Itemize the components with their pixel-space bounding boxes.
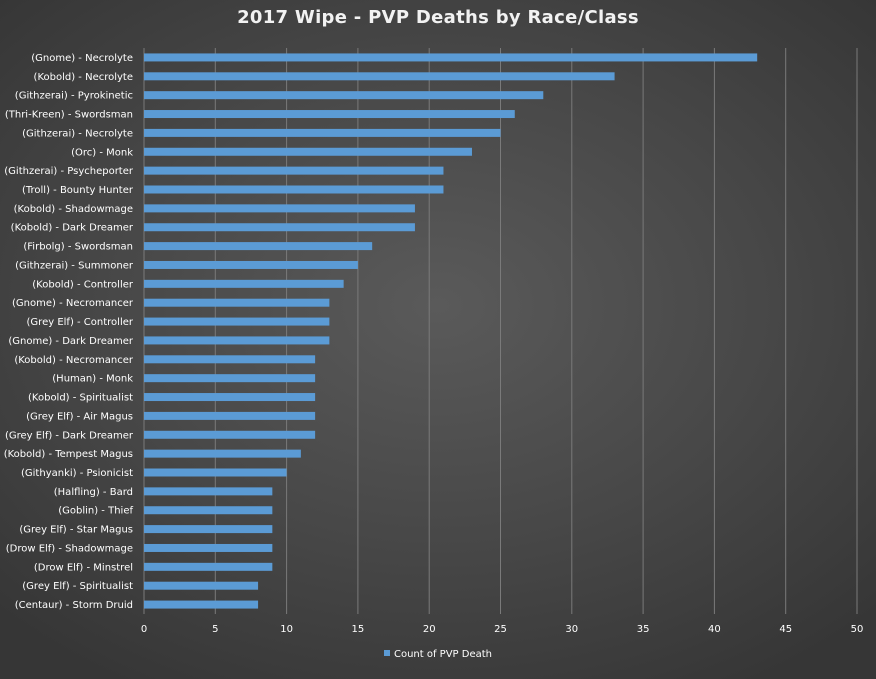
x-tick-label: 25	[494, 624, 507, 635]
bar	[144, 279, 344, 288]
bar	[144, 147, 472, 156]
category-label: (Githzerai) - Summoner	[15, 260, 134, 271]
x-tick-label: 0	[141, 624, 147, 635]
x-tick-label: 35	[637, 624, 650, 635]
category-label: (Githzerai) - Necrolyte	[22, 128, 133, 139]
category-label: (Kobold) - Controller	[32, 279, 134, 290]
legend-swatch	[383, 650, 390, 656]
category-labels: (Gnome) - Necrolyte (Kobold) - Necrolyte (…	[4, 53, 134, 611]
bar	[144, 204, 415, 213]
bar	[144, 298, 330, 307]
category-label: (Gnome) - Necromancer	[12, 298, 134, 309]
x-tick-label: 40	[708, 624, 721, 635]
x-tick-label: 15	[352, 624, 365, 635]
bar	[144, 110, 515, 119]
category-label: (Grey Elf) - Star Magus	[19, 525, 133, 536]
category-label: (Kobold) - Dark Dreamer	[11, 223, 134, 234]
category-label: (Grey Elf) - Dark Dreamer	[5, 430, 134, 441]
category-label: (Goblin) - Thief	[58, 506, 133, 517]
bar	[144, 525, 273, 534]
bar	[144, 53, 758, 62]
bar	[144, 562, 273, 571]
legend-label: Count of PVP Death	[393, 649, 492, 660]
bar	[144, 393, 316, 402]
bar	[144, 543, 273, 552]
bar	[144, 336, 330, 345]
x-tick-label: 5	[212, 624, 218, 635]
category-label: (Githzerai) - Pyrokinetic	[15, 91, 133, 102]
bar	[144, 468, 287, 477]
bar	[144, 260, 358, 269]
bar	[144, 128, 501, 137]
bar	[144, 91, 544, 100]
x-tick-label: 20	[423, 624, 436, 635]
category-label: (Drow Elf) - Shadowmage	[6, 543, 133, 554]
category-label: (Firbolg) - Swordsman	[23, 242, 133, 253]
category-label: (Kobold) - Necromancer	[14, 355, 134, 366]
bar	[144, 185, 444, 194]
category-label: (Kobold) - Spiritualist	[28, 393, 133, 404]
category-label: (Thri-Kreen) - Swordsman	[5, 110, 133, 121]
category-label: (Kobold) - Shadowmage	[14, 204, 133, 215]
category-label: (Gnome) - Necrolyte	[31, 53, 133, 64]
x-tick-label: 30	[565, 624, 578, 635]
category-label: (Halfling) - Bard	[54, 487, 133, 498]
category-label: (Githyanki) - Psionicist	[21, 468, 133, 479]
category-label: (Grey Elf) - Spiritualist	[22, 581, 133, 592]
category-label: (Troll) - Bounty Hunter	[22, 185, 134, 196]
bars	[144, 53, 758, 609]
category-label: (Kobold) - Necrolyte	[34, 72, 133, 83]
bar	[144, 317, 330, 326]
category-label: (Grey Elf) - Air Magus	[26, 411, 133, 422]
bar	[144, 430, 316, 439]
x-tick-label: 10	[280, 624, 293, 635]
category-label: (Drow Elf) - Minstrel	[34, 562, 133, 573]
x-tick-label: 45	[779, 624, 792, 635]
x-tick-labels: 0 5 10 15 20 25 30 35 40 45 50	[141, 624, 864, 635]
bar	[144, 166, 444, 175]
bar	[144, 223, 415, 232]
bar	[144, 72, 615, 81]
x-tick-label: 50	[851, 624, 864, 635]
category-label: (Kobold) - Tempest Magus	[4, 449, 133, 460]
bar	[144, 374, 316, 383]
bar	[144, 411, 316, 420]
bar	[144, 581, 259, 590]
category-label: (Githzerai) - Psycheporter	[4, 166, 134, 177]
bar	[144, 506, 273, 515]
gridlines	[143, 48, 858, 614]
category-label: (Centaur) - Storm Druid	[15, 600, 133, 611]
legend: Count of PVP Death	[0, 649, 876, 660]
category-label: (Human) - Monk	[52, 374, 133, 385]
bar	[144, 487, 273, 496]
bar	[144, 449, 301, 458]
category-label: (Orc) - Monk	[71, 147, 133, 158]
bar	[144, 242, 373, 251]
category-label: (Gnome) - Dark Dreamer	[8, 336, 134, 347]
category-label: (Grey Elf) - Controller	[27, 317, 134, 328]
bar	[144, 355, 316, 364]
chart-title: 2017 Wipe - PVP Deaths by Race/Class	[237, 7, 639, 28]
bar	[144, 600, 259, 609]
